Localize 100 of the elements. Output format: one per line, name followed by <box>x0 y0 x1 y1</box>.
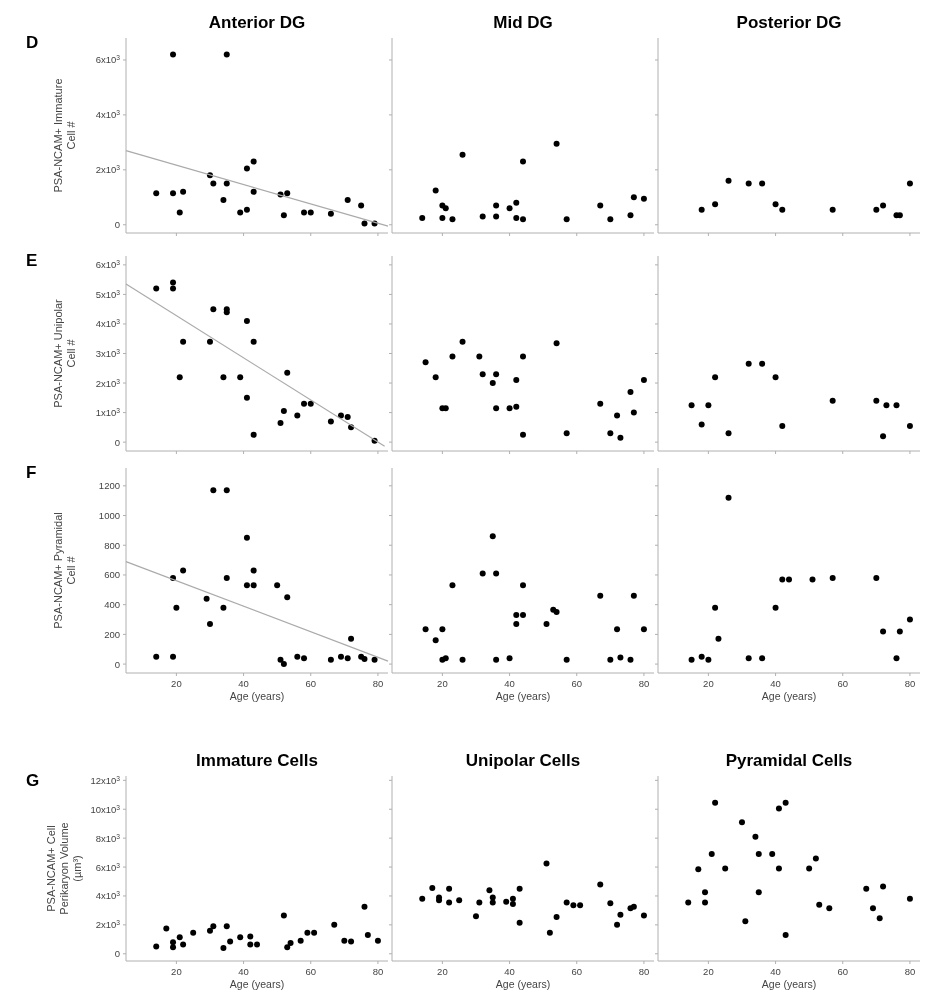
point <box>873 397 880 404</box>
point <box>223 487 230 494</box>
point <box>597 881 604 888</box>
point <box>705 402 712 409</box>
point <box>170 653 177 660</box>
point <box>243 582 250 589</box>
point <box>816 901 823 908</box>
x-tick-label: 20 <box>171 678 182 689</box>
point <box>688 402 695 409</box>
point <box>597 202 604 209</box>
x-tick-label: 80 <box>904 966 916 977</box>
x-tick-label: 60 <box>837 678 849 689</box>
point <box>806 865 813 872</box>
point <box>769 851 776 858</box>
point <box>493 405 500 412</box>
point <box>702 899 709 906</box>
point <box>883 402 890 409</box>
point <box>153 285 160 292</box>
point <box>287 939 294 946</box>
point <box>250 431 257 438</box>
x-tick-label: 40 <box>238 678 249 689</box>
point <box>220 374 227 381</box>
point <box>250 582 257 589</box>
point <box>712 201 719 208</box>
point <box>772 604 779 611</box>
point <box>614 626 621 633</box>
point <box>506 655 513 662</box>
point <box>698 421 705 428</box>
point <box>520 353 526 360</box>
point <box>344 414 351 421</box>
point <box>695 866 702 873</box>
point <box>873 574 880 581</box>
point <box>906 895 913 902</box>
point <box>250 338 257 345</box>
y-tick-label: 10x10$^{3}$ <box>90 803 121 815</box>
point <box>543 620 550 627</box>
point <box>779 206 786 213</box>
point <box>880 433 887 440</box>
point <box>755 851 762 858</box>
point <box>203 595 210 602</box>
y-axis-title: PSA-NCAM+ Immature Cell # <box>51 78 77 193</box>
point <box>782 931 789 938</box>
point <box>243 165 250 172</box>
point <box>180 338 187 345</box>
text: E <box>26 251 38 270</box>
point <box>180 941 187 948</box>
point <box>294 653 301 660</box>
y-axis-title: PSA-NCAM+ Pyramidal Cell # <box>51 512 77 629</box>
point <box>250 567 257 574</box>
point <box>876 915 883 922</box>
x-tick-label: 80 <box>904 678 916 689</box>
point <box>563 656 570 663</box>
point <box>896 628 903 635</box>
point <box>449 582 456 589</box>
point <box>722 865 729 872</box>
point <box>627 212 634 219</box>
point <box>812 855 819 862</box>
point <box>829 397 836 404</box>
x-tick-label: 20 <box>703 678 714 689</box>
point <box>880 628 887 635</box>
point <box>153 653 160 660</box>
point <box>206 620 213 627</box>
point <box>775 865 782 872</box>
point <box>863 885 870 892</box>
point <box>617 654 624 661</box>
point <box>715 635 722 642</box>
point <box>513 214 520 221</box>
point <box>170 285 177 292</box>
point <box>301 400 308 407</box>
point <box>237 374 244 381</box>
point <box>712 604 719 611</box>
point <box>297 937 304 944</box>
point <box>307 209 314 216</box>
point <box>685 899 692 906</box>
point <box>250 188 257 195</box>
point <box>254 941 260 948</box>
point <box>553 340 560 347</box>
y-tick-label: 800 <box>104 539 120 551</box>
point <box>456 897 463 904</box>
point <box>725 430 732 437</box>
point <box>607 216 614 223</box>
y-tick-label: 6x10$^{3}$ <box>95 258 121 271</box>
point <box>772 374 779 381</box>
x-tick-label: 20 <box>437 678 448 689</box>
point <box>180 567 187 574</box>
text: F <box>26 463 37 482</box>
point <box>180 188 187 195</box>
point <box>520 158 526 165</box>
y-axis-title: PSA-NCAM+ Cell Perikaryon Volume (µm³) <box>45 822 83 915</box>
x-tick-label: 80 <box>372 966 384 977</box>
point <box>170 939 177 946</box>
y-tick-label: 2x10$^{3}$ <box>95 377 121 389</box>
y-tick-label: 6x10$^{3}$ <box>95 861 121 873</box>
point <box>243 394 250 401</box>
x-axis-title: Age (years) <box>495 690 551 702</box>
point <box>520 582 526 589</box>
y-tick-label: 400 <box>104 599 120 611</box>
text: D <box>26 33 39 52</box>
point <box>607 656 614 663</box>
point <box>493 213 500 220</box>
